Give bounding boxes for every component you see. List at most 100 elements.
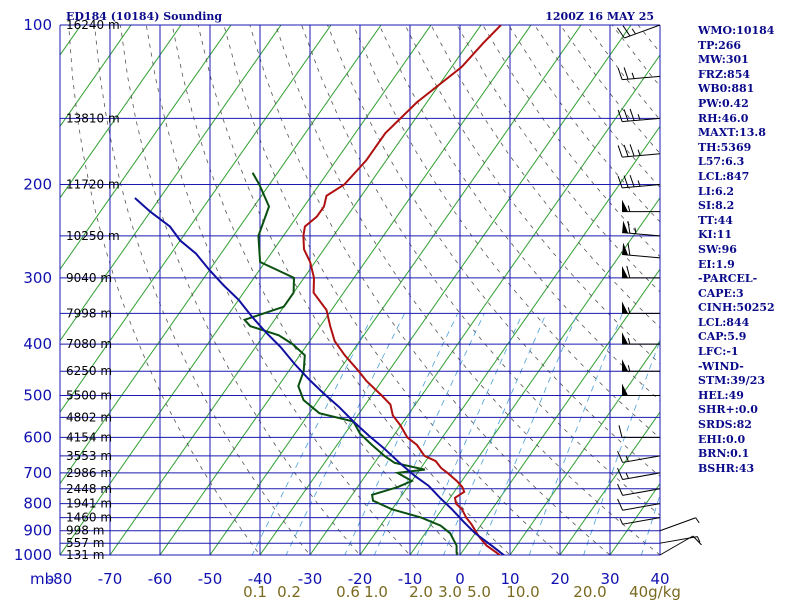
temperature-tick-label: 30 bbox=[600, 570, 619, 588]
mixing-ratio-label: 1.0 bbox=[364, 583, 388, 600]
mixing-ratio-label: 0.2 bbox=[277, 583, 301, 600]
height-label: 2448 m bbox=[66, 482, 112, 496]
isotherm-line bbox=[509, 339, 660, 555]
dry-adiabat bbox=[301, 25, 660, 516]
wind-barb bbox=[617, 144, 661, 158]
height-label: 998 m bbox=[66, 524, 104, 538]
height-label: 1460 m bbox=[66, 511, 112, 525]
isotherm-line bbox=[559, 411, 660, 555]
wind-barb bbox=[617, 483, 661, 496]
wind-barb bbox=[622, 359, 660, 372]
index-value: L57:6.3 bbox=[698, 155, 745, 169]
parcel-line bbox=[134, 197, 506, 555]
pressure-tick-label: 100 bbox=[23, 16, 52, 34]
wind-barb bbox=[617, 468, 661, 480]
index-value: EHI:0.0 bbox=[698, 432, 746, 446]
temperature-tick-label: 20 bbox=[550, 570, 569, 588]
index-value: LFC:-1 bbox=[698, 345, 739, 359]
pressure-grid bbox=[59, 24, 661, 556]
index-value: -PARCEL- bbox=[698, 272, 758, 286]
height-label: 6250 m bbox=[66, 364, 112, 378]
temperature-tick-label: -70 bbox=[98, 570, 123, 588]
wind-barb bbox=[659, 535, 702, 556]
index-value: RH:46.0 bbox=[698, 111, 749, 125]
height-label: 9040 m bbox=[66, 271, 112, 285]
height-label: 4154 m bbox=[66, 430, 112, 444]
height-label: 131 m bbox=[66, 548, 104, 562]
index-value: BSHR:43 bbox=[698, 461, 755, 475]
index-value: TH:5369 bbox=[698, 140, 752, 154]
dry-adiabat bbox=[145, 25, 411, 555]
mixing-ratio-line bbox=[478, 313, 578, 555]
temperature-tick-label: 0 bbox=[455, 570, 465, 588]
index-value: LCL:847 bbox=[698, 169, 750, 183]
pressure-tick-label: 300 bbox=[23, 269, 52, 287]
valid-time: 1200Z 16 MAY 25 bbox=[545, 10, 654, 23]
wind-barbs bbox=[616, 24, 702, 556]
wind-barb bbox=[622, 383, 660, 396]
dry-adiabat bbox=[275, 25, 660, 555]
wind-barb bbox=[617, 498, 661, 511]
height-label: 11720 m bbox=[66, 178, 120, 192]
index-value: WMO:10184 bbox=[698, 24, 775, 37]
index-value: BRN:0.1 bbox=[698, 447, 750, 461]
isotherm-line bbox=[60, 25, 132, 128]
index-value: HEL:49 bbox=[698, 388, 744, 402]
dry-adiabat bbox=[94, 25, 311, 555]
height-label: 557 m bbox=[66, 536, 104, 550]
sounding-profiles bbox=[134, 25, 506, 555]
height-label: 1941 m bbox=[66, 497, 112, 511]
pressure-tick-label: 700 bbox=[23, 464, 52, 482]
index-value: TP:266 bbox=[698, 38, 742, 52]
temperature-line bbox=[302, 25, 502, 555]
isotherm-line bbox=[60, 25, 232, 271]
dry-adiabat bbox=[352, 25, 660, 439]
mixing-ratio-label: 10.0 bbox=[506, 583, 539, 600]
height-label: 7998 m bbox=[66, 306, 112, 320]
wind-barb bbox=[617, 450, 661, 463]
mixing-ratio-label: 3.0 bbox=[438, 583, 462, 600]
height-label: 7080 m bbox=[66, 337, 112, 351]
temperature-tick-label: -20 bbox=[348, 570, 373, 588]
height-label: 5500 m bbox=[66, 388, 112, 402]
pressure-tick-label: 600 bbox=[23, 428, 52, 446]
index-value: LCL:844 bbox=[698, 315, 750, 329]
dry-adiabat bbox=[482, 25, 660, 258]
y-unit-label: mb bbox=[30, 570, 54, 588]
wind-barb bbox=[622, 220, 661, 237]
mixing-ratio-label: 5.0 bbox=[467, 583, 491, 600]
wind-barb bbox=[622, 242, 661, 259]
index-value: EI:1.9 bbox=[698, 257, 735, 271]
mixing-ratio-label: 20.0 bbox=[573, 583, 606, 600]
mixing-ratio-line bbox=[373, 313, 485, 555]
wind-barb bbox=[616, 24, 661, 39]
dry-adiabat bbox=[249, 25, 611, 555]
sounding-indices: WMO:10184 TP:266 MW:301 FRZ:854 WB0:881 PW:0.… bbox=[698, 24, 775, 476]
index-value: SRDS:82 bbox=[698, 418, 752, 432]
index-value: TT:44 bbox=[698, 213, 733, 227]
wind-barb bbox=[622, 265, 660, 279]
index-value: LI:6.2 bbox=[698, 184, 735, 198]
background-lines bbox=[60, 25, 660, 555]
pressure-tick-label: 900 bbox=[23, 522, 52, 540]
wind-barb bbox=[622, 332, 660, 345]
index-value: SW:96 bbox=[698, 242, 737, 256]
dry-adiabat bbox=[430, 25, 660, 329]
mixing-ratio-line bbox=[583, 339, 660, 555]
temperature-tick-label: -10 bbox=[398, 570, 423, 588]
height-label: 16240 m bbox=[66, 18, 120, 32]
index-value: CINH:50252 bbox=[698, 301, 775, 315]
index-value: -WIND- bbox=[698, 359, 744, 373]
temperature-tick-label: -30 bbox=[298, 570, 323, 588]
wind-barb bbox=[659, 536, 701, 544]
dry-adiabat bbox=[68, 25, 261, 555]
mixing-ratio-line bbox=[344, 313, 459, 555]
pressure-tick-label: 400 bbox=[23, 335, 52, 353]
pressure-tick-label: 800 bbox=[23, 495, 52, 513]
temperature-tick-label: -50 bbox=[198, 570, 223, 588]
wind-barb bbox=[622, 199, 660, 213]
mixing-ratio-label: 2.0 bbox=[409, 583, 433, 600]
isotherm-line bbox=[60, 25, 182, 199]
temperature-tick-label: 10 bbox=[500, 570, 519, 588]
